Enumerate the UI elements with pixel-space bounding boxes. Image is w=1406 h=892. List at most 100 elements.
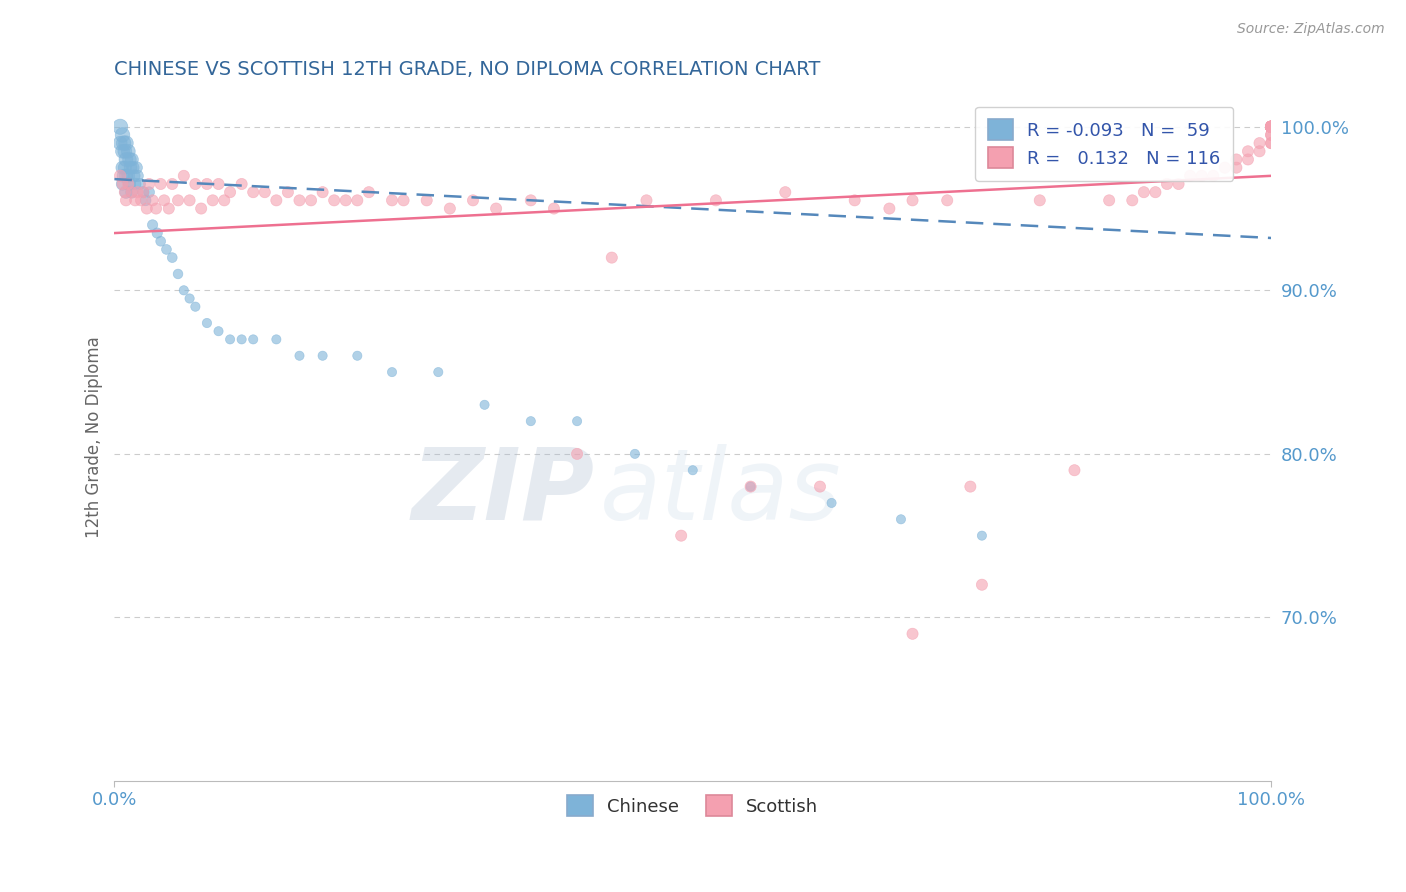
Point: [195, 177, 218, 191]
Point: [179, 194, 201, 208]
Point: [381, 194, 404, 208]
Point: [740, 480, 762, 494]
Point: [1260, 120, 1282, 134]
Point: [808, 480, 831, 494]
Point: [129, 194, 152, 208]
Point: [115, 136, 138, 150]
Point: [415, 194, 437, 208]
Point: [1260, 120, 1282, 134]
Point: [111, 128, 134, 142]
Point: [142, 194, 165, 208]
Point: [266, 194, 288, 208]
Point: [704, 194, 727, 208]
Point: [1260, 120, 1282, 134]
Point: [167, 267, 190, 281]
Point: [195, 316, 218, 330]
Point: [474, 398, 496, 412]
Point: [127, 169, 149, 183]
Point: [117, 169, 139, 183]
Point: [157, 202, 180, 216]
Point: [1260, 120, 1282, 134]
Point: [135, 202, 157, 216]
Point: [207, 177, 229, 191]
Point: [936, 194, 959, 208]
Point: [335, 194, 357, 208]
Point: [173, 283, 195, 297]
Point: [138, 177, 160, 191]
Point: [1029, 194, 1052, 208]
Point: [146, 226, 169, 240]
Point: [128, 177, 150, 191]
Point: [1260, 120, 1282, 134]
Point: [1260, 120, 1282, 134]
Point: [520, 194, 543, 208]
Text: CHINESE VS SCOTTISH 12TH GRADE, NO DIPLOMA CORRELATION CHART: CHINESE VS SCOTTISH 12TH GRADE, NO DIPLO…: [114, 60, 821, 78]
Point: [135, 194, 157, 208]
Point: [142, 218, 165, 232]
Point: [179, 292, 201, 306]
Point: [357, 185, 380, 199]
Point: [120, 161, 142, 175]
Point: [970, 529, 993, 543]
Point: [1260, 120, 1282, 134]
Point: [1249, 145, 1271, 159]
Point: [1260, 120, 1282, 134]
Point: [1260, 120, 1282, 134]
Point: [1260, 120, 1282, 134]
Point: [127, 185, 149, 199]
Point: [381, 365, 404, 379]
Point: [600, 251, 623, 265]
Point: [242, 185, 264, 199]
Point: [1260, 136, 1282, 150]
Point: [1260, 120, 1282, 134]
Point: [1213, 161, 1236, 175]
Point: [214, 194, 236, 208]
Point: [1260, 120, 1282, 134]
Point: [520, 414, 543, 428]
Point: [253, 185, 276, 199]
Y-axis label: 12th Grade, No Diploma: 12th Grade, No Diploma: [86, 336, 103, 539]
Point: [820, 496, 842, 510]
Point: [1225, 153, 1247, 167]
Point: [1202, 169, 1225, 183]
Point: [311, 185, 333, 199]
Point: [112, 136, 135, 150]
Point: [1260, 120, 1282, 134]
Point: [1260, 120, 1282, 134]
Point: [155, 243, 177, 257]
Point: [1260, 120, 1282, 134]
Point: [145, 202, 167, 216]
Point: [111, 161, 134, 175]
Point: [219, 185, 242, 199]
Point: [1260, 120, 1282, 134]
Point: [108, 136, 131, 150]
Point: [111, 177, 134, 191]
Point: [132, 185, 155, 199]
Text: ZIP: ZIP: [412, 444, 595, 541]
Point: [1167, 177, 1189, 191]
Point: [682, 463, 704, 477]
Point: [122, 161, 145, 175]
Point: [346, 194, 368, 208]
Point: [1260, 120, 1282, 134]
Point: [485, 202, 508, 216]
Point: [740, 480, 762, 494]
Point: [461, 194, 484, 208]
Point: [111, 177, 134, 191]
Point: [184, 300, 207, 314]
Point: [970, 578, 993, 592]
Point: [1237, 145, 1260, 159]
Point: [124, 177, 146, 191]
Point: [323, 194, 346, 208]
Point: [149, 177, 172, 191]
Point: [266, 332, 288, 346]
Point: [149, 234, 172, 248]
Point: [669, 529, 692, 543]
Point: [1260, 120, 1282, 134]
Point: [153, 194, 176, 208]
Point: [108, 120, 131, 134]
Point: [1260, 120, 1282, 134]
Point: [118, 153, 141, 167]
Point: [901, 194, 924, 208]
Point: [167, 194, 190, 208]
